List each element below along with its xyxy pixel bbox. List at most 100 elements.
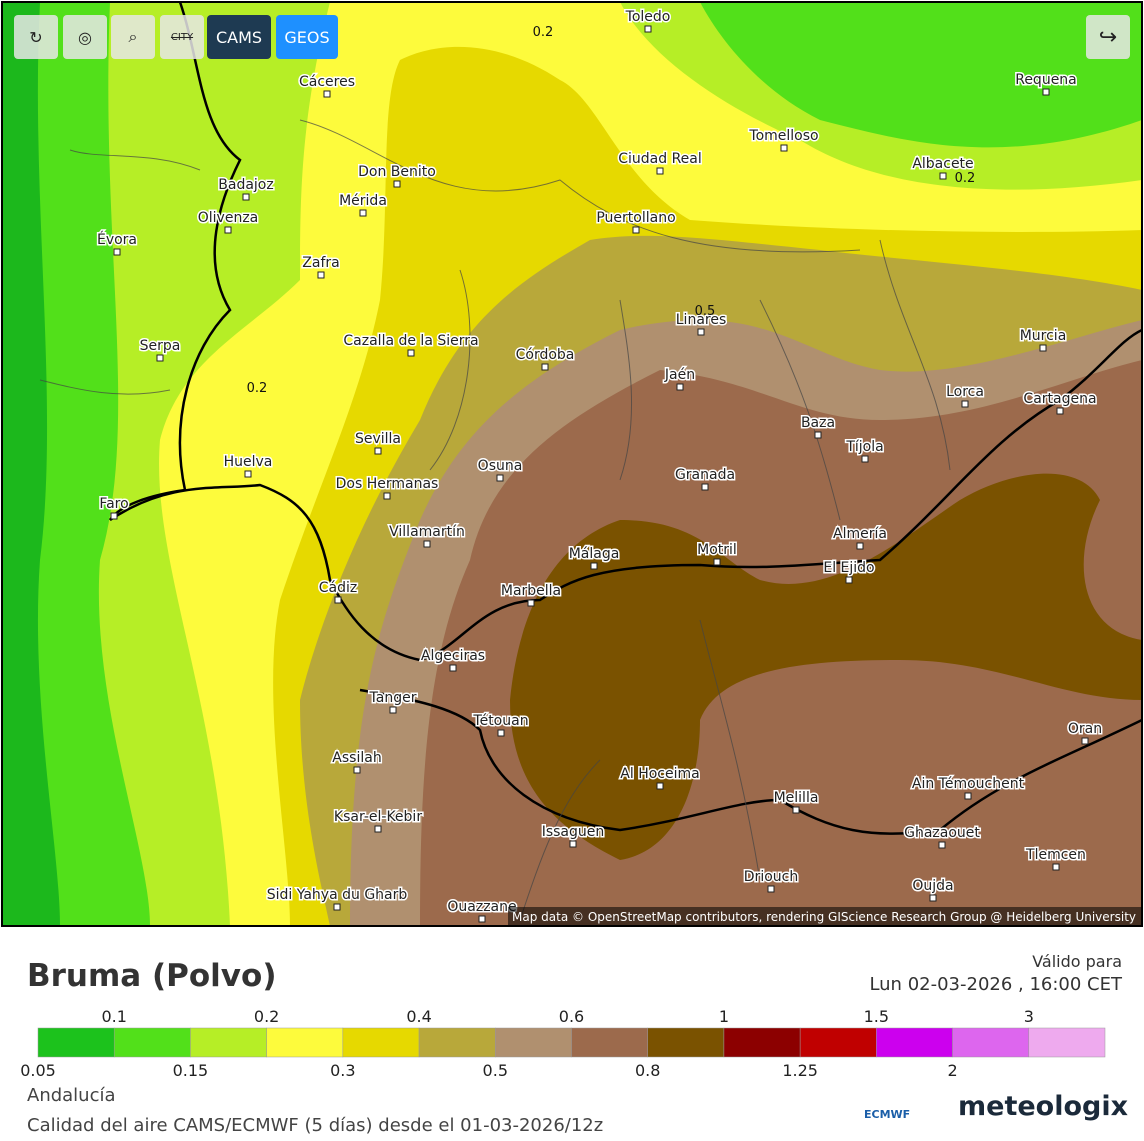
legend-swatch: [876, 1027, 953, 1058]
city-dot: [353, 766, 361, 774]
attribution: Map data © OpenStreetMap contributors, r…: [512, 910, 1136, 924]
legend-swatch: [266, 1027, 344, 1058]
city-label: Dos Hermanas: [336, 476, 439, 492]
city-dot: [792, 806, 800, 814]
legend-swatch: [723, 1027, 801, 1058]
refresh-button[interactable]: ↻: [14, 15, 58, 59]
city-label: Ghazaouet: [904, 825, 980, 841]
ecmwf-logo: ECMWF: [864, 1108, 911, 1121]
city-label: Melilla: [774, 790, 819, 806]
provinces: [39, 119, 951, 921]
coast-es: [109, 328, 1143, 662]
city-label: Oran: [1068, 721, 1102, 737]
location-button[interactable]: ◎: [63, 15, 107, 59]
city-dot: [676, 383, 684, 391]
legend-swatch: [342, 1027, 420, 1058]
valid-time: Lun 02-03-2026 , 16:00 CET: [869, 974, 1122, 995]
isoline-label: 0.5: [695, 304, 716, 319]
city-label: Requena: [1015, 72, 1077, 88]
city-label: Ksar-el-Kebir: [334, 809, 422, 825]
legend-label: 0.8: [635, 1061, 660, 1080]
legend-swatch: [647, 1027, 725, 1058]
city-dot: [1039, 344, 1047, 352]
zoom-button[interactable]: ⌕: [111, 15, 155, 59]
cams-button[interactable]: CAMS: [207, 15, 271, 59]
city-label: Toledo: [625, 9, 671, 25]
city-label: Linares: [676, 312, 727, 328]
city-dot: [961, 400, 969, 408]
share-button[interactable]: ↪: [1086, 15, 1130, 59]
city-label: Albacete: [912, 156, 973, 172]
city-dot: [569, 840, 577, 848]
legend-label: 0.6: [559, 1008, 584, 1026]
city-label: Zafra: [302, 255, 339, 271]
city-dot: [497, 729, 505, 737]
legend-swatch: [799, 1027, 877, 1058]
city-dot: [939, 172, 947, 180]
city-label: Évora: [97, 231, 137, 248]
city-label: Jaén: [664, 367, 695, 383]
city-label: Driouch: [744, 869, 798, 885]
city-dot: [541, 363, 549, 371]
legend-label: 1.25: [782, 1061, 818, 1080]
city-dot: [929, 894, 937, 902]
legend-label: 0.15: [173, 1061, 209, 1080]
legend-label: 0.2: [254, 1008, 279, 1026]
city-dot: [333, 903, 341, 911]
city-toggle[interactable]: CITY: [160, 15, 204, 59]
city-dot: [656, 782, 664, 790]
city-dot: [156, 354, 164, 362]
city-label: Ain Témouchent: [912, 776, 1025, 792]
legend-swatch: [37, 1027, 115, 1058]
valid-label: Válido para: [1032, 952, 1122, 971]
city-dot: [423, 540, 431, 548]
city-dot: [938, 841, 946, 849]
city-dot: [1042, 88, 1050, 96]
city-dot: [323, 90, 331, 98]
map: Toledo Cáceres Requena Tomelloso Ciudad Real…: [1, 1, 1143, 927]
borders: [108, 1, 1143, 835]
city-label: El Ejido: [823, 560, 874, 576]
city-label: Tétouan: [472, 713, 528, 729]
title: Bruma (Polvo): [27, 958, 277, 994]
city-labels: Toledo Cáceres Requena Tomelloso Ciudad Real…: [95, 8, 1104, 923]
city-label: Granada: [675, 467, 735, 483]
city-dot: [374, 825, 382, 833]
city-label: Don Benito: [358, 164, 436, 180]
city-dot: [113, 248, 121, 256]
city-dot: [656, 167, 664, 175]
city-label: Cazalla de la Sierra: [343, 333, 478, 349]
isoline-labels: 0.2 0.2 0.2 0.5: [247, 25, 976, 396]
city-label: Mérida: [339, 193, 387, 209]
city-dot: [845, 576, 853, 584]
attribution-bg: [508, 907, 1142, 926]
legend-swatch: [571, 1027, 648, 1058]
isoline-label: 0.2: [247, 381, 268, 396]
city-label: Málaga: [569, 546, 620, 562]
brand-logo: meteologix: [958, 1091, 1129, 1122]
geos-button[interactable]: GEOS: [276, 15, 338, 59]
legend: 0.05 0.1 0.15 0.2 0.3 0.4 0.5 0.6 0.8 1 1.25 1.5 2 3: [20, 1008, 1106, 1080]
legend-swatch: [495, 1027, 572, 1058]
legend-label: 2: [947, 1061, 957, 1080]
city-label: Sidi Yahya du Gharb: [267, 887, 408, 903]
city-label: Algeciras: [421, 648, 485, 664]
city-dot: [856, 542, 864, 550]
city-dot: [393, 180, 401, 188]
legend-swatch: [952, 1027, 1030, 1058]
city-label: Ciudad Real: [618, 151, 702, 167]
city-dot: [478, 915, 486, 923]
city-label: Huelva: [224, 454, 273, 470]
city-label: Puertollano: [596, 210, 675, 226]
city-dot: [224, 226, 232, 234]
city-label: Cartagena: [1023, 391, 1096, 407]
city-dot: [496, 474, 504, 482]
legend-swatch: [1028, 1027, 1106, 1058]
legend-label: 0.05: [20, 1061, 56, 1080]
city-label: Tíjola: [845, 439, 883, 455]
legend-label: 0.4: [406, 1008, 431, 1026]
city-label: Córdoba: [516, 347, 575, 363]
band-0.8: [510, 473, 1142, 860]
city-label: Badajoz: [218, 177, 273, 193]
city-label: Lorca: [946, 384, 984, 400]
